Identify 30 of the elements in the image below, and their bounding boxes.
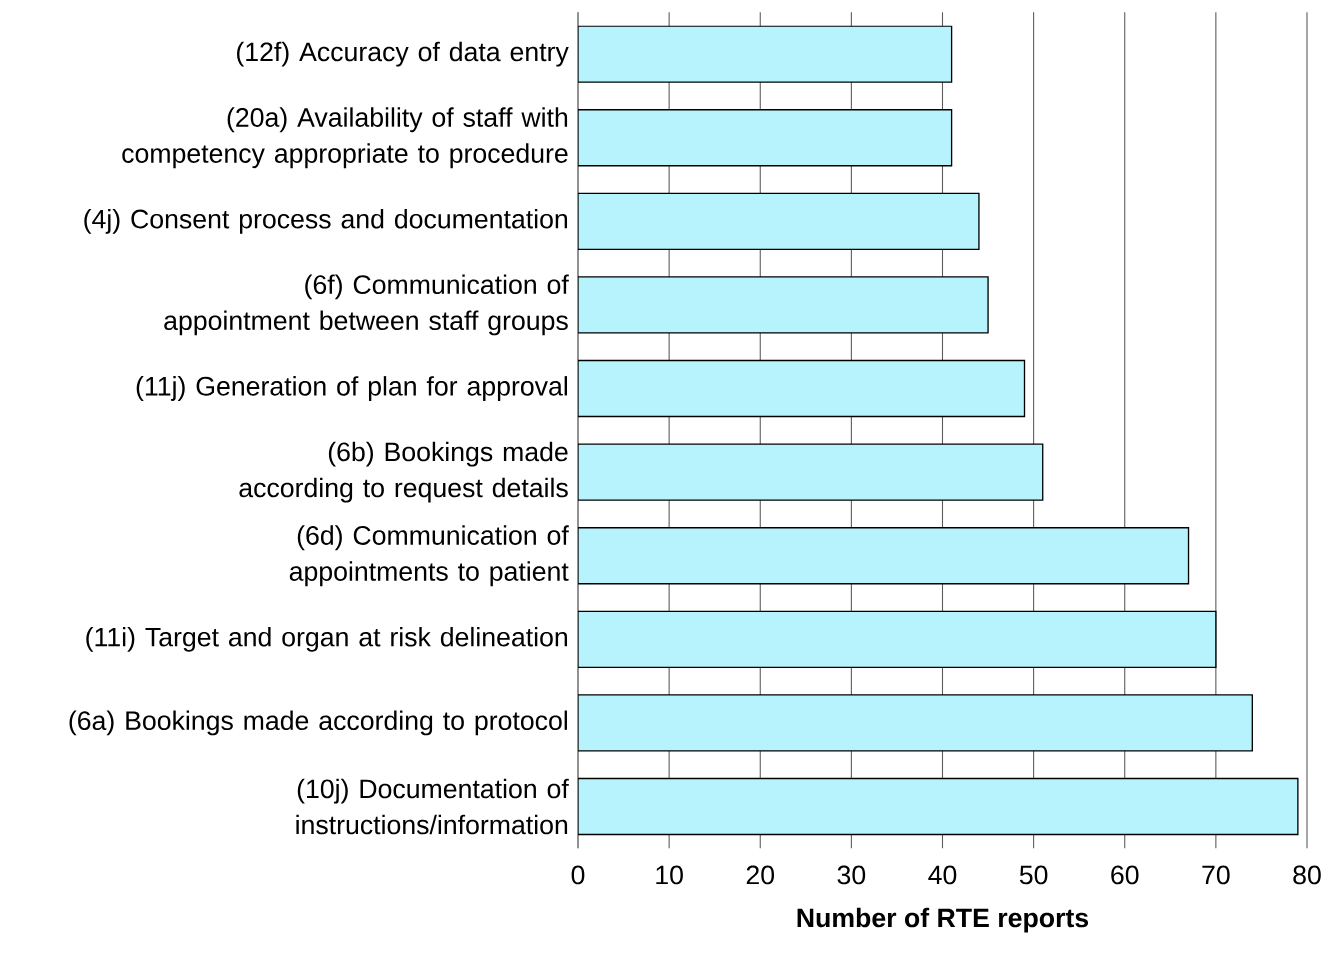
x-tick-label: 20 bbox=[746, 865, 775, 885]
x-tick-label: 70 bbox=[1202, 865, 1230, 885]
y-tick-label: (4j) Consent process and documentation bbox=[84, 208, 568, 234]
bar bbox=[578, 108, 953, 167]
bar bbox=[578, 192, 980, 250]
bar bbox=[578, 443, 1044, 501]
x-tick-label: 40 bbox=[928, 865, 957, 885]
y-tick-label: (11j) Generation of plan for approval bbox=[136, 375, 567, 401]
bar bbox=[578, 276, 989, 334]
x-axis-title: Number of RTE reports bbox=[797, 907, 1089, 933]
bar bbox=[578, 694, 1253, 752]
x-tick-label: 50 bbox=[1019, 865, 1048, 885]
bar bbox=[578, 526, 1190, 585]
x-tick-label: 80 bbox=[1293, 865, 1321, 885]
bar bbox=[578, 610, 1217, 668]
x-tick-label: 0 bbox=[571, 865, 585, 885]
y-tick-label: (6a) Bookings made according to protocol bbox=[69, 710, 567, 736]
y-tick-label: (10j) Documentation of instructions/information bbox=[296, 778, 569, 835]
x-tick-label: 30 bbox=[837, 865, 866, 885]
x-tick-label: 10 bbox=[656, 865, 683, 885]
y-tick-label: (11i) Target and organ at risk delineation bbox=[86, 626, 567, 652]
bar bbox=[578, 25, 953, 83]
y-tick-label: (12f) Accuracy of data entry bbox=[237, 41, 569, 67]
x-tick-label: 60 bbox=[1111, 865, 1139, 885]
y-tick-label: (6d) Communication of appointments to patient bbox=[289, 525, 569, 587]
bar bbox=[578, 359, 1026, 418]
y-tick-label: (6b) Bookings made according to request details bbox=[239, 441, 568, 503]
y-tick-label: (20a) Availability of staff with competency appropriate to procedure bbox=[122, 107, 568, 169]
y-tick-label: (6f) Communication of appointment between staff groups bbox=[164, 274, 569, 336]
bar bbox=[578, 777, 1299, 836]
